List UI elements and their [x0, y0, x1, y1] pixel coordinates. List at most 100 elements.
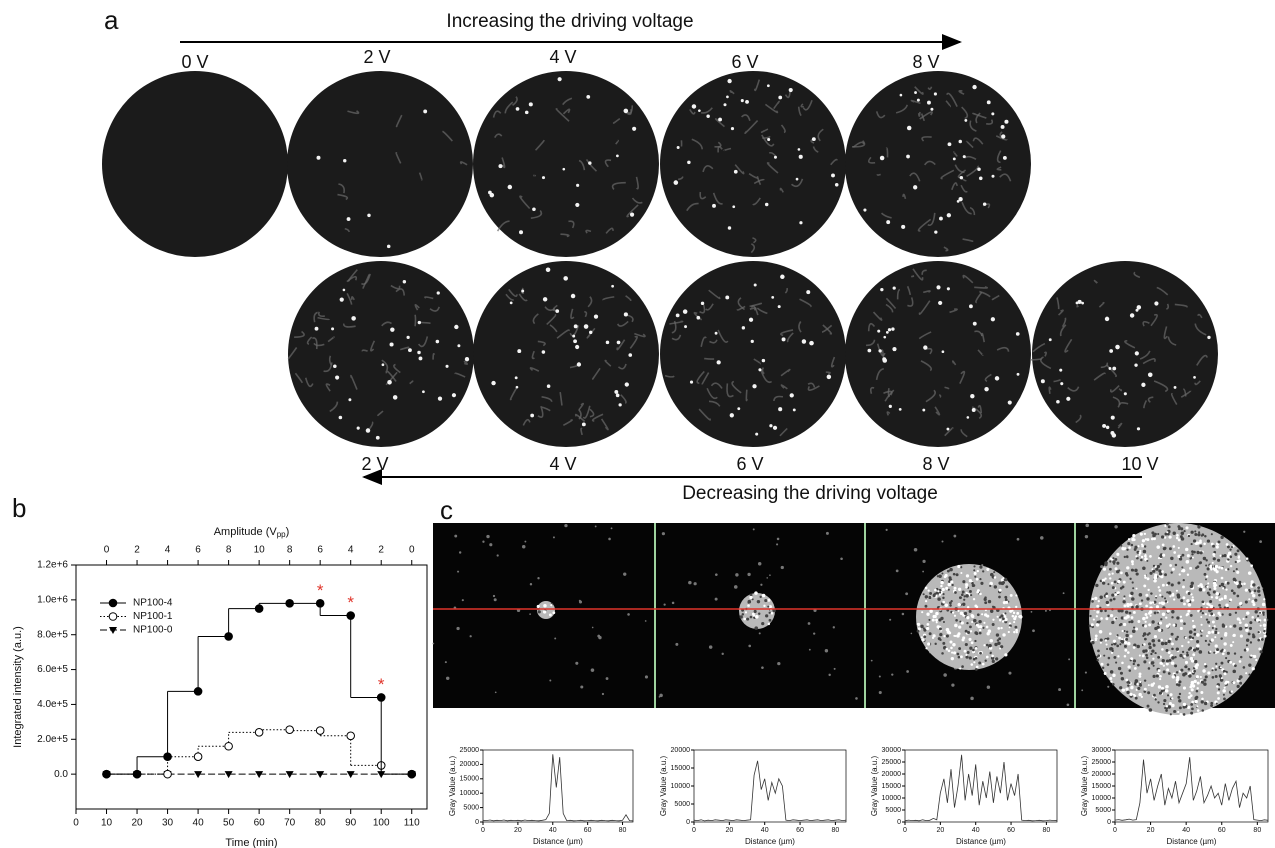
- texture: [970, 697, 974, 701]
- texture: [879, 691, 882, 694]
- texture: [950, 580, 953, 583]
- texture: [979, 652, 982, 655]
- texture: [982, 627, 984, 629]
- texture: [1250, 655, 1252, 657]
- texture: [1171, 697, 1173, 699]
- texture: [1109, 599, 1112, 602]
- texture: [958, 588, 961, 591]
- texture: [630, 213, 634, 217]
- texture: [1194, 660, 1197, 663]
- texture: [1193, 670, 1196, 673]
- texture: [543, 297, 547, 301]
- texture: [1126, 549, 1128, 551]
- x-tick-label: 80: [831, 827, 839, 834]
- texture: [973, 322, 977, 326]
- texture: [1177, 711, 1179, 713]
- texture: [1146, 616, 1149, 619]
- texture: [1181, 570, 1183, 572]
- texture: [1225, 657, 1227, 659]
- texture: [554, 638, 556, 640]
- texture: [769, 612, 771, 614]
- chart: 0.02.0e+54.0e+56.0e+58.0e+51.0e+61.2e+60…: [12, 526, 427, 848]
- texture: [979, 566, 982, 569]
- texture: [564, 524, 567, 527]
- texture: [769, 619, 772, 622]
- texture: [1015, 594, 1017, 596]
- texture: [704, 359, 714, 360]
- texture: [1015, 606, 1017, 608]
- texture: [1249, 627, 1252, 630]
- texture: [1143, 550, 1147, 554]
- texture: [558, 77, 562, 81]
- texture: [608, 538, 611, 541]
- texture: [1258, 631, 1260, 633]
- panel-label: c: [440, 495, 453, 525]
- texture: [1200, 551, 1203, 554]
- texture: [734, 170, 738, 174]
- texture: [755, 615, 759, 619]
- texture: [572, 335, 575, 338]
- x-tick-label: 10: [101, 818, 113, 829]
- texture: [575, 662, 578, 665]
- texture: [976, 666, 979, 669]
- texture: [1223, 698, 1226, 701]
- texture: [1212, 562, 1214, 564]
- texture: [1153, 643, 1155, 645]
- texture: [922, 409, 925, 412]
- texture: [521, 290, 524, 293]
- texture: [1145, 538, 1147, 540]
- texture: [1256, 618, 1259, 621]
- texture: [1176, 648, 1179, 651]
- texture: [925, 600, 927, 602]
- texture: [1194, 628, 1197, 631]
- texture: [1019, 615, 1022, 618]
- texture: [1163, 670, 1166, 673]
- x-tick-label: 20: [1147, 827, 1155, 834]
- texture: [777, 662, 780, 665]
- texture: [1095, 584, 1098, 587]
- texture: [970, 594, 972, 596]
- texture: [1127, 542, 1130, 545]
- texture: [927, 642, 930, 645]
- texture: [1239, 619, 1241, 621]
- y-tick-label: 25000: [882, 759, 902, 766]
- texture: [1126, 631, 1128, 633]
- texture: [1220, 666, 1222, 668]
- texture: [1125, 638, 1128, 641]
- texture: [1152, 534, 1155, 537]
- texture: [1142, 617, 1146, 621]
- texture: [1190, 614, 1193, 617]
- texture: [1159, 691, 1162, 694]
- texture: [889, 619, 891, 621]
- texture: [438, 397, 442, 401]
- texture: [896, 570, 899, 573]
- texture: [759, 632, 761, 634]
- texture: [1118, 569, 1120, 571]
- texture: [1109, 349, 1113, 353]
- texture: [1189, 557, 1191, 559]
- texture: [1004, 120, 1008, 124]
- texture: [1184, 672, 1187, 675]
- texture: [1171, 642, 1174, 645]
- texture: [1204, 535, 1206, 537]
- texture: [1180, 527, 1183, 530]
- texture: [1171, 633, 1174, 636]
- x-tick-label: 90: [345, 818, 357, 829]
- texture: [1144, 638, 1147, 641]
- texture: [1107, 686, 1109, 688]
- texture: [1236, 595, 1239, 598]
- texture: [1126, 555, 1129, 558]
- texture: [584, 324, 589, 329]
- texture: [1216, 570, 1219, 573]
- texture: [1197, 525, 1200, 528]
- texture: [1136, 572, 1139, 575]
- texture: [1188, 696, 1191, 699]
- texture: [1200, 676, 1202, 678]
- texture: [776, 543, 778, 545]
- texture: [1257, 615, 1259, 617]
- texture: [966, 622, 968, 624]
- texture: [1224, 554, 1227, 557]
- profile-line: [483, 754, 633, 821]
- texture: [1063, 592, 1065, 594]
- texture: [1245, 623, 1249, 627]
